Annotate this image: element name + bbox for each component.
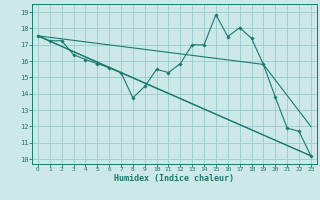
X-axis label: Humidex (Indice chaleur): Humidex (Indice chaleur)	[115, 174, 234, 183]
